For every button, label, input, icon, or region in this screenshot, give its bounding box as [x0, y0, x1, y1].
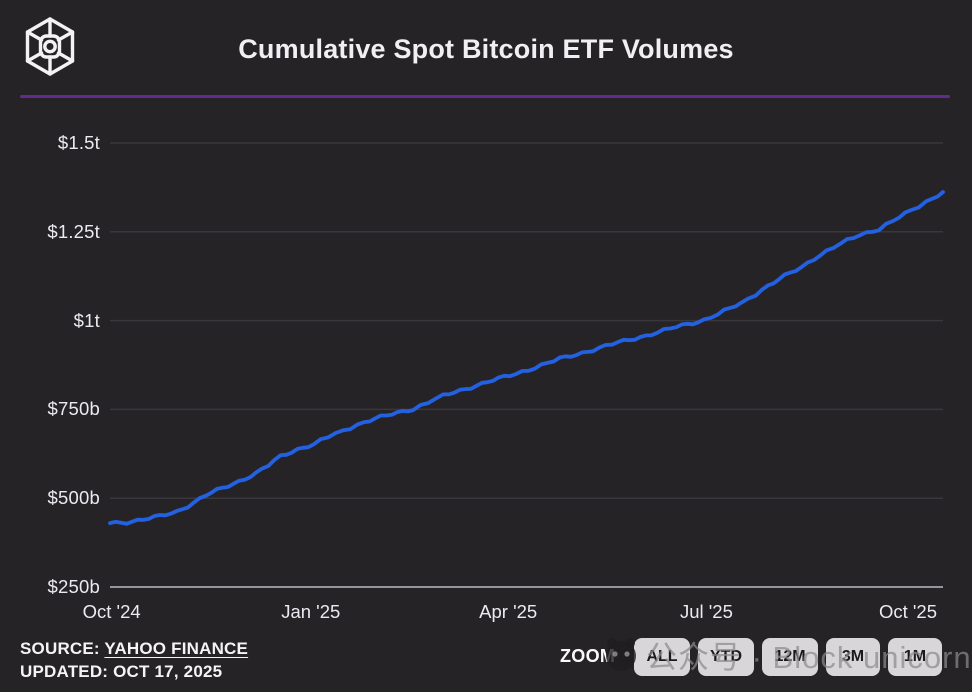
y-axis-label: $500b [47, 487, 100, 509]
header-accent-divider [20, 95, 950, 98]
x-axis-label: Jan '25 [281, 601, 341, 622]
source-attribution: SOURCE: YAHOO FINANCE UPDATED: OCT 17, 2… [20, 637, 248, 683]
zoom-controls-label: ZOOM [560, 646, 616, 666]
x-axis-label: Oct '24 [82, 601, 141, 622]
zoom-button-3m[interactable]: 3M [826, 638, 880, 676]
y-axis-label: $750b [47, 398, 100, 420]
x-axis-label: Jul '25 [679, 601, 733, 622]
page-title: Cumulative Spot Bitcoin ETF Volumes [238, 34, 734, 64]
y-axis-label: $1t [73, 309, 100, 331]
zoom-button-12m[interactable]: 12M [762, 638, 818, 676]
zoom-button-group: ALL YTD 12M 3M 1M [634, 638, 942, 676]
y-axis-label: $1.25t [47, 220, 100, 242]
x-axis-label: Apr '25 [479, 601, 538, 622]
y-axis-label: $1.5t [57, 132, 100, 153]
y-axis-label: $250b [47, 576, 100, 597]
source-link[interactable]: YAHOO FINANCE [104, 639, 249, 658]
source-label: SOURCE: [20, 639, 100, 658]
the-block-logo-icon [25, 17, 75, 76]
source-line: SOURCE: YAHOO FINANCE [20, 637, 248, 660]
x-axis-label: Oct '25 [878, 601, 938, 622]
zoom-button-ytd[interactable]: YTD [698, 638, 754, 676]
updated-label: UPDATED: [20, 662, 109, 681]
zoom-button-1m[interactable]: 1M [888, 638, 942, 676]
zoom-button-all[interactable]: ALL [634, 638, 690, 676]
updated-line: UPDATED: OCT 17, 2025 [20, 660, 248, 683]
updated-value: OCT 17, 2025 [113, 662, 223, 681]
